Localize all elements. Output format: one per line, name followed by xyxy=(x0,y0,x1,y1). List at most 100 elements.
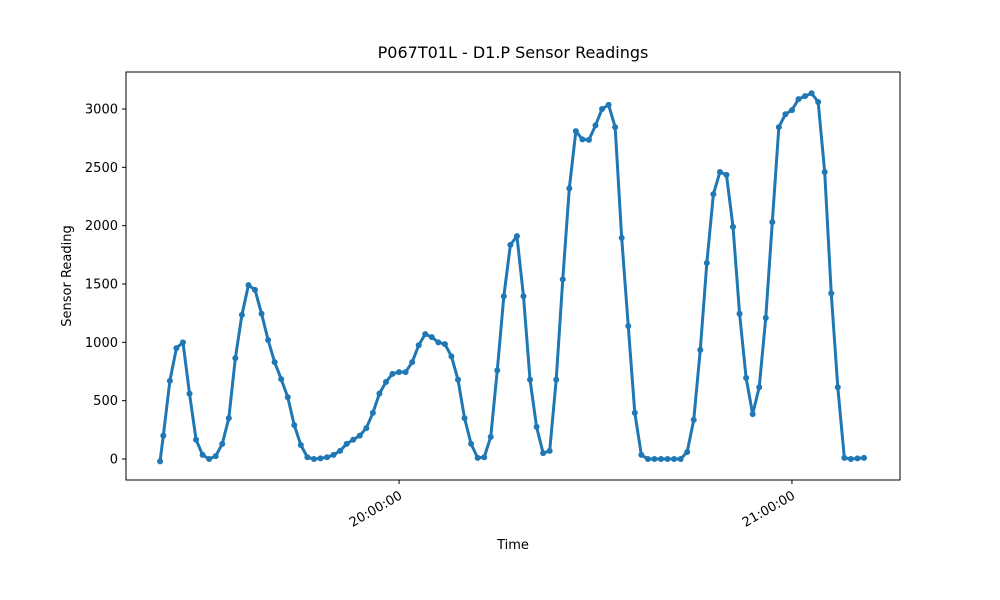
y-tick-label: 2500 xyxy=(85,161,118,176)
data-point xyxy=(382,378,389,385)
data-point xyxy=(350,436,357,443)
data-point xyxy=(507,241,514,248)
data-point xyxy=(199,451,206,458)
data-point xyxy=(219,440,226,447)
data-point xyxy=(304,454,311,461)
data-point xyxy=(828,290,835,297)
data-point xyxy=(363,425,370,432)
data-point xyxy=(795,96,802,103)
data-point xyxy=(540,450,547,457)
data-point xyxy=(317,455,324,462)
data-point xyxy=(157,458,164,465)
data-point xyxy=(225,415,232,422)
data-point xyxy=(415,342,422,349)
y-tick-label: 0 xyxy=(110,452,118,467)
data-point xyxy=(481,454,488,461)
data-point xyxy=(553,376,560,383)
data-point xyxy=(265,336,272,343)
data-point xyxy=(474,454,481,461)
data-point xyxy=(651,455,658,462)
data-point xyxy=(494,367,501,374)
data-point xyxy=(186,390,193,397)
data-point xyxy=(730,223,737,230)
data-point xyxy=(448,353,455,360)
data-point xyxy=(854,455,861,462)
data-point xyxy=(193,436,200,443)
data-point xyxy=(343,440,350,447)
data-point xyxy=(559,276,566,283)
data-point xyxy=(802,93,809,100)
data-point xyxy=(815,98,822,105)
data-point xyxy=(258,310,265,317)
data-point xyxy=(291,422,298,429)
y-axis-label: Sensor Reading xyxy=(60,225,75,326)
y-tick-label: 1500 xyxy=(85,277,118,292)
data-point xyxy=(749,411,756,418)
data-point xyxy=(389,370,396,377)
data-point xyxy=(638,451,645,458)
data-point xyxy=(631,409,638,416)
data-point xyxy=(245,282,252,289)
data-point xyxy=(238,311,245,318)
data-point xyxy=(500,293,507,300)
y-tick-label: 1000 xyxy=(85,336,118,351)
data-point xyxy=(808,90,815,97)
data-point xyxy=(310,455,317,462)
data-point xyxy=(376,390,383,397)
data-point xyxy=(232,355,239,362)
data-point xyxy=(324,454,331,461)
data-point xyxy=(520,293,527,300)
data-point xyxy=(527,376,534,383)
data-point xyxy=(252,286,258,293)
data-point xyxy=(743,374,750,381)
data-point xyxy=(690,416,697,423)
data-point xyxy=(179,339,186,346)
data-point xyxy=(579,136,586,143)
data-point xyxy=(409,359,416,366)
data-point xyxy=(860,454,867,461)
data-point xyxy=(625,322,632,329)
data-point xyxy=(566,185,573,192)
data-point xyxy=(788,107,795,114)
data-point xyxy=(271,359,278,366)
data-point xyxy=(677,455,684,462)
data-point xyxy=(173,345,180,352)
data-point xyxy=(297,441,304,448)
data-point xyxy=(487,433,494,440)
data-point xyxy=(468,440,475,447)
data-point xyxy=(664,455,671,462)
data-point xyxy=(756,384,763,391)
data-point xyxy=(834,384,841,391)
data-point xyxy=(612,124,619,131)
data-point xyxy=(716,168,723,175)
data-point xyxy=(337,447,344,454)
y-tick-label: 3000 xyxy=(85,102,118,117)
data-point xyxy=(212,453,219,460)
data-point xyxy=(592,122,599,129)
y-tick-label: 500 xyxy=(93,394,118,409)
data-point xyxy=(461,415,468,422)
data-point xyxy=(847,455,854,462)
plot-area xyxy=(157,90,867,465)
data-point xyxy=(599,105,606,112)
data-point xyxy=(206,455,213,462)
data-point xyxy=(513,233,520,240)
data-point xyxy=(618,234,625,241)
data-point xyxy=(428,334,435,341)
data-point xyxy=(684,448,691,455)
data-point xyxy=(441,341,448,348)
data-point xyxy=(736,310,743,317)
data-point xyxy=(454,376,461,383)
data-point xyxy=(703,259,710,266)
y-tick-label: 2000 xyxy=(85,219,118,234)
data-point xyxy=(369,409,376,416)
data-point xyxy=(841,454,848,461)
data-point xyxy=(166,377,173,384)
data-point xyxy=(546,447,553,454)
data-point xyxy=(422,331,429,338)
data-point xyxy=(697,346,704,353)
x-axis-label: Time xyxy=(496,538,529,553)
data-point xyxy=(782,111,789,118)
data-point xyxy=(769,219,776,226)
